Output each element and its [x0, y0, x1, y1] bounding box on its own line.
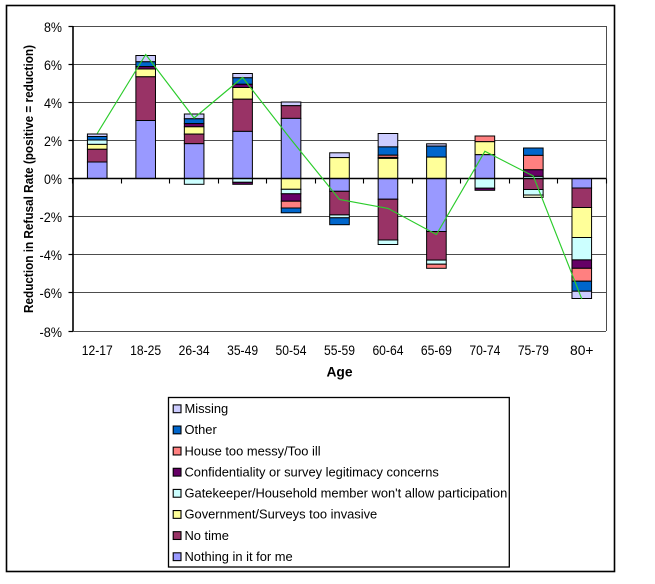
svg-text:8%: 8%	[44, 20, 62, 35]
svg-text:26-34: 26-34	[179, 343, 210, 358]
svg-text:70-74: 70-74	[469, 343, 500, 358]
svg-text:2%: 2%	[44, 134, 62, 149]
svg-text:60-64: 60-64	[372, 343, 403, 358]
svg-text:0%: 0%	[44, 172, 62, 187]
svg-text:18-25: 18-25	[130, 343, 161, 358]
svg-text:Reduction in Refusal Rate (pos: Reduction in Refusal Rate (positive = re…	[21, 45, 36, 313]
svg-text:Other: Other	[185, 422, 218, 437]
svg-text:12-17: 12-17	[82, 343, 113, 358]
svg-text:35-49: 35-49	[227, 343, 258, 358]
svg-text:Gatekeeper/Household member wo: Gatekeeper/Household member won't allow …	[185, 486, 508, 501]
svg-text:4%: 4%	[44, 96, 62, 111]
svg-text:-4%: -4%	[40, 248, 63, 263]
svg-text:75-79: 75-79	[518, 343, 549, 358]
svg-text:55-59: 55-59	[324, 343, 355, 358]
svg-text:80+: 80+	[570, 343, 594, 358]
svg-text:House too messy/Too ill: House too messy/Too ill	[185, 443, 321, 458]
svg-text:-8%: -8%	[40, 325, 63, 340]
svg-text:Missing: Missing	[185, 401, 229, 416]
svg-text:Age: Age	[326, 365, 352, 380]
svg-text:50-54: 50-54	[276, 343, 307, 358]
svg-text:Confidentiality or survey legi: Confidentiality or survey legitimacy con…	[185, 464, 439, 479]
svg-text:No time: No time	[185, 528, 229, 543]
svg-text:-6%: -6%	[40, 286, 63, 301]
svg-text:6%: 6%	[44, 58, 62, 73]
svg-text:Government/Surveys too invasiv: Government/Surveys too invasive	[185, 507, 378, 522]
svg-text:Nothing in it for me: Nothing in it for me	[185, 549, 293, 564]
svg-text:-2%: -2%	[40, 210, 63, 225]
svg-text:65-69: 65-69	[421, 343, 452, 358]
